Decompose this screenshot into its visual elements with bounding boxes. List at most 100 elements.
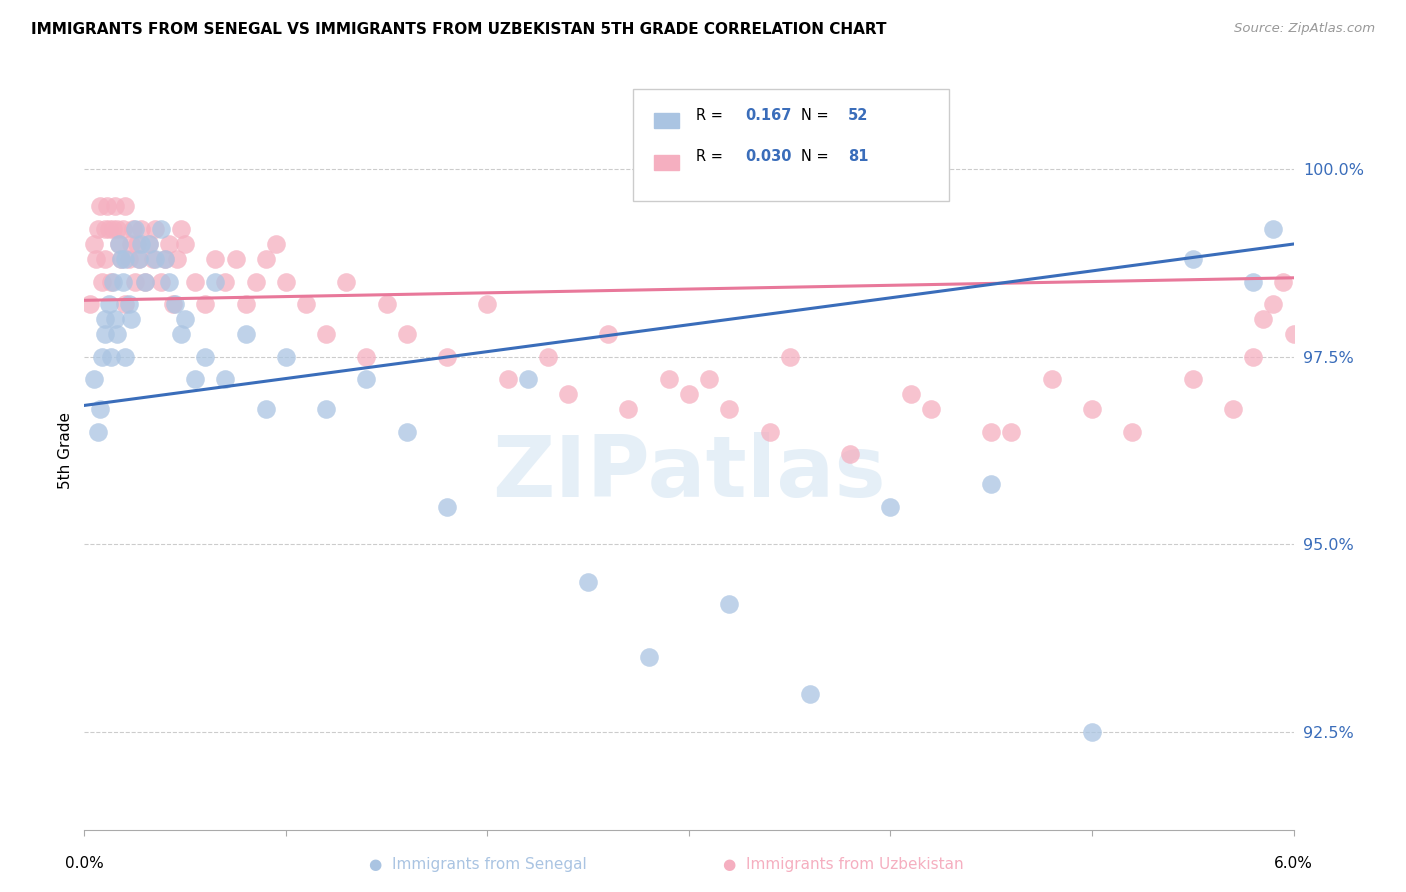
Text: 6.0%: 6.0% xyxy=(1274,855,1313,871)
Text: ●  Immigrants from Uzbekistan: ● Immigrants from Uzbekistan xyxy=(723,857,965,872)
Point xyxy=(104,199,127,213)
Text: 0.0%: 0.0% xyxy=(65,855,104,871)
Point xyxy=(697,372,720,386)
Point xyxy=(204,275,226,289)
Point xyxy=(110,252,132,266)
Point xyxy=(758,425,780,439)
Point xyxy=(114,350,136,364)
Point xyxy=(254,252,277,266)
Point xyxy=(1263,222,1285,236)
Point xyxy=(165,297,187,311)
Point xyxy=(120,237,142,252)
Point xyxy=(101,222,124,236)
Point xyxy=(93,252,115,266)
Point xyxy=(274,275,297,289)
Point xyxy=(254,402,277,417)
Point xyxy=(114,252,136,266)
Point xyxy=(93,312,115,326)
Point xyxy=(557,387,579,401)
Point xyxy=(335,275,357,289)
Point xyxy=(138,237,160,252)
Point xyxy=(980,477,1002,491)
Point xyxy=(375,297,398,311)
Point xyxy=(617,402,640,417)
Point xyxy=(100,350,122,364)
Point xyxy=(89,199,111,213)
Point xyxy=(107,237,129,252)
Point xyxy=(1040,372,1063,386)
Point xyxy=(157,275,180,289)
Point xyxy=(83,237,105,252)
Point xyxy=(356,350,378,364)
Point xyxy=(111,222,134,236)
Point xyxy=(879,500,901,514)
Point xyxy=(153,252,176,266)
Point xyxy=(101,275,124,289)
Point xyxy=(477,297,499,311)
Point xyxy=(83,372,105,386)
Point xyxy=(110,252,132,266)
Point xyxy=(315,327,337,342)
Point xyxy=(184,275,207,289)
Text: 52: 52 xyxy=(848,108,868,122)
Point xyxy=(295,297,318,311)
Point xyxy=(194,297,217,311)
Point xyxy=(149,275,172,289)
Point xyxy=(1081,725,1104,739)
Point xyxy=(436,350,458,364)
Point xyxy=(162,297,184,311)
Point xyxy=(128,252,150,266)
Point xyxy=(89,402,111,417)
Point xyxy=(315,402,337,417)
Point xyxy=(799,688,821,702)
Point xyxy=(225,252,247,266)
Point xyxy=(170,327,193,342)
Point xyxy=(87,222,110,236)
Point xyxy=(79,297,101,311)
Point xyxy=(128,252,150,266)
Point xyxy=(214,275,236,289)
Point xyxy=(980,425,1002,439)
Point xyxy=(129,237,152,252)
Point xyxy=(129,222,152,236)
Point xyxy=(839,447,862,461)
Point xyxy=(143,252,166,266)
Point xyxy=(1081,402,1104,417)
Point xyxy=(516,372,538,386)
Point xyxy=(245,275,267,289)
Point xyxy=(356,372,378,386)
Point xyxy=(134,275,156,289)
Point xyxy=(598,327,620,342)
Y-axis label: 5th Grade: 5th Grade xyxy=(58,412,73,489)
Point xyxy=(496,372,519,386)
Point xyxy=(174,312,197,326)
Point xyxy=(96,199,118,213)
Point xyxy=(436,500,458,514)
Point xyxy=(91,350,114,364)
Point xyxy=(153,252,176,266)
Point xyxy=(1222,402,1244,417)
Point xyxy=(91,275,114,289)
Point xyxy=(118,252,141,266)
Point xyxy=(114,297,136,311)
Point xyxy=(121,222,143,236)
Point xyxy=(1263,297,1285,311)
Point xyxy=(900,387,922,401)
Text: 81: 81 xyxy=(848,150,869,164)
Text: 0.030: 0.030 xyxy=(745,150,792,164)
Point xyxy=(1181,372,1204,386)
Point xyxy=(174,237,197,252)
Point xyxy=(142,252,165,266)
Point xyxy=(637,649,659,664)
Point xyxy=(395,327,418,342)
Point xyxy=(124,222,146,236)
Point xyxy=(264,237,287,252)
Point xyxy=(1121,425,1143,439)
Text: N =: N = xyxy=(801,150,834,164)
Point xyxy=(125,237,148,252)
Text: Source: ZipAtlas.com: Source: ZipAtlas.com xyxy=(1234,22,1375,36)
Point xyxy=(166,252,188,266)
Point xyxy=(104,312,127,326)
Point xyxy=(204,252,226,266)
Point xyxy=(537,350,560,364)
